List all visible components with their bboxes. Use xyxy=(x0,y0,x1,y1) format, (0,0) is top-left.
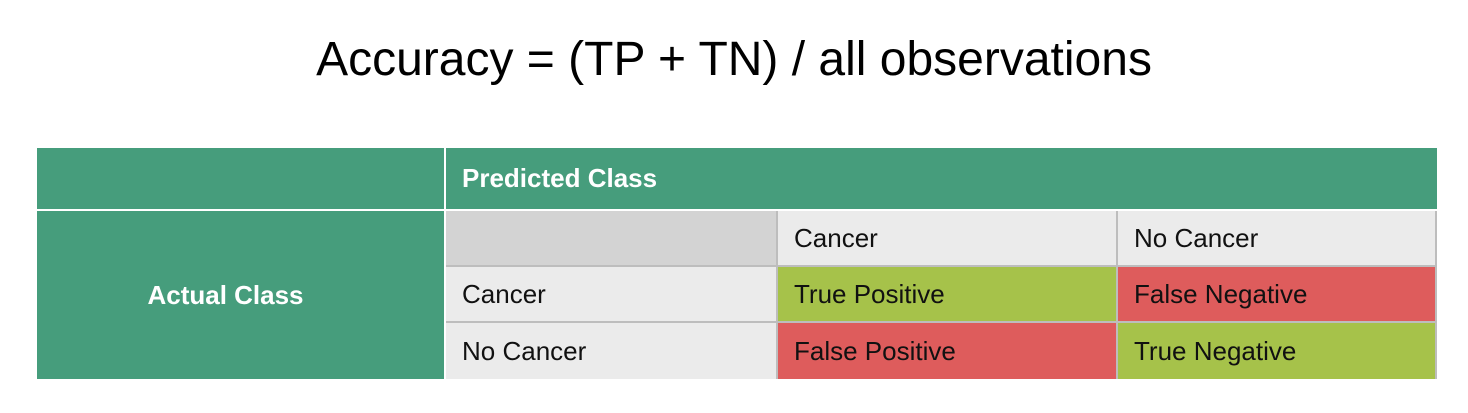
predicted-class-header: Predicted Class xyxy=(446,148,1437,209)
row-header-cancer: Cancer xyxy=(446,267,776,321)
grid-line xyxy=(37,209,1437,211)
cell-true-positive: True Positive xyxy=(778,267,1116,321)
confusion-matrix: Predicted Class Actual Class Cancer No C… xyxy=(37,148,1437,379)
matrix-corner-header xyxy=(37,148,444,209)
actual-class-header: Actual Class xyxy=(37,211,444,379)
cell-true-negative: True Negative xyxy=(1118,323,1437,379)
cell-false-positive: False Positive xyxy=(778,323,1116,379)
column-header-cancer: Cancer xyxy=(778,211,1116,265)
grid-line xyxy=(446,265,1437,267)
grid-line xyxy=(1435,211,1437,379)
corner-empty-cell xyxy=(446,211,776,265)
grid-line xyxy=(1116,211,1118,379)
column-header-no-cancer: No Cancer xyxy=(1118,211,1437,265)
accuracy-formula: Accuracy = (TP + TN) / all observations xyxy=(316,33,1152,86)
cell-false-negative: False Negative xyxy=(1118,267,1437,321)
grid-line xyxy=(444,148,446,379)
grid-line xyxy=(446,321,1437,323)
row-header-no-cancer: No Cancer xyxy=(446,323,776,379)
grid-line xyxy=(776,211,778,379)
